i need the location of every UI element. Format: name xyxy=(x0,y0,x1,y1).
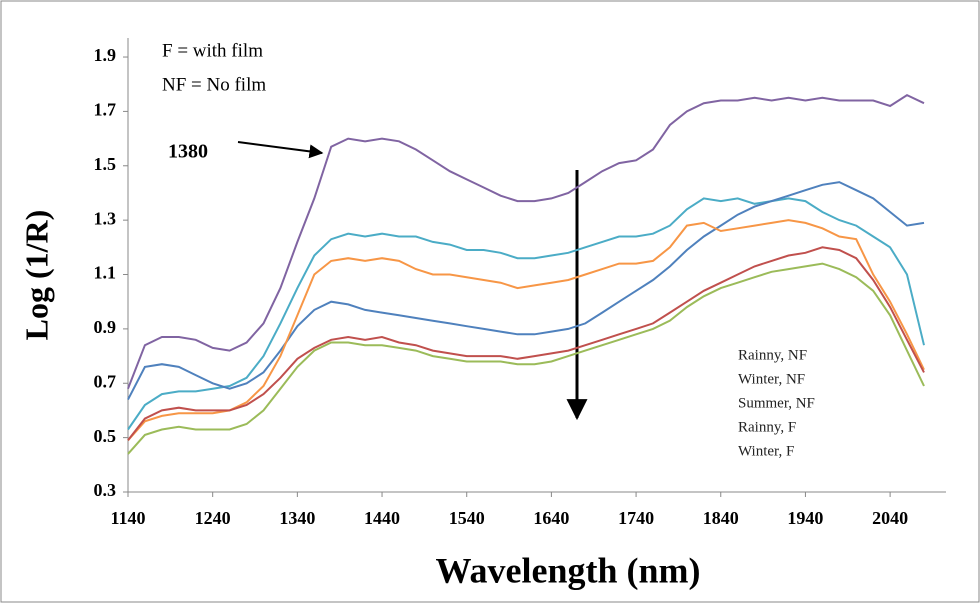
y-tick-label: 1.7 xyxy=(94,100,117,120)
y-tick-label: 1.5 xyxy=(94,154,117,174)
x-tick-label: 1140 xyxy=(110,508,145,528)
x-tick-label: 1940 xyxy=(787,508,823,528)
y-tick-label: 0.3 xyxy=(94,480,117,500)
legend-label: Winter, NF xyxy=(738,371,805,387)
x-tick-label: 1540 xyxy=(449,508,485,528)
x-tick-label: 2040 xyxy=(872,508,908,528)
data-line xyxy=(127,197,925,431)
arrow xyxy=(237,141,324,159)
legend-label: Rainny, F xyxy=(738,419,796,435)
y-tick-label: 1.9 xyxy=(94,45,117,65)
y-tick-label: 0.5 xyxy=(94,426,117,446)
y-tick-label: 1.1 xyxy=(94,263,117,283)
x-tick-label: 1240 xyxy=(195,508,231,528)
legend-label: Summer, NF xyxy=(738,395,815,411)
y-tick-label: 0.7 xyxy=(94,371,117,391)
legend-label: Rainny, NF xyxy=(738,347,807,363)
x-axis-title: Wavelength (nm) xyxy=(436,550,701,590)
data-line xyxy=(127,181,925,401)
x-tick-label: 1640 xyxy=(533,508,569,528)
x-tick-label: 1840 xyxy=(703,508,739,528)
annotation: 1380 xyxy=(168,141,208,163)
y-tick-label: 0.9 xyxy=(94,317,117,337)
y-axis-title: Log (1/R) xyxy=(18,210,54,341)
annotation: F = with film xyxy=(162,40,263,61)
y-tick-label: 1.3 xyxy=(94,208,117,228)
data-line xyxy=(127,246,925,441)
data-line xyxy=(127,93,925,390)
x-tick-label: 1740 xyxy=(618,508,654,528)
legend-label: Winter, F xyxy=(738,443,794,459)
data-line xyxy=(127,262,925,455)
annotation: NF = No film xyxy=(162,74,266,95)
x-tick-label: 1440 xyxy=(364,508,400,528)
x-tick-label: 1340 xyxy=(279,508,315,528)
data-line xyxy=(127,219,925,441)
